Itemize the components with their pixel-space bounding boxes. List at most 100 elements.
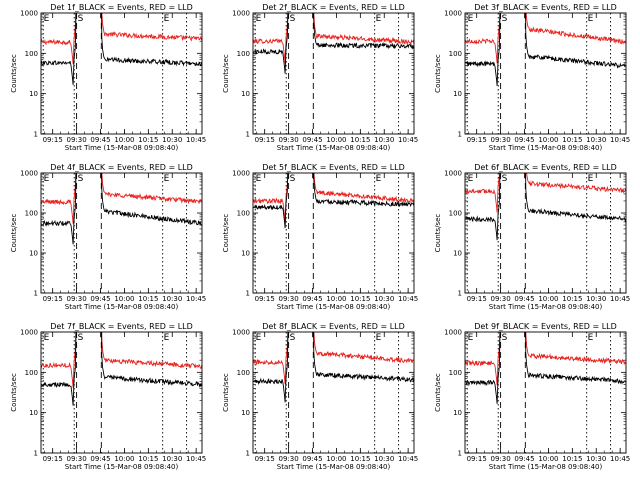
x-tick-label: 10:45 — [398, 136, 418, 144]
x-tick-label: 09:15 — [467, 136, 487, 144]
plot-frame — [252, 331, 415, 454]
y-tick-label: 100 — [449, 50, 462, 58]
x-tick-label: 10:45 — [398, 295, 418, 303]
plot-frame — [252, 172, 415, 294]
y-tick-label: 1 — [246, 450, 250, 458]
x-axis-label: Start Time (15-Mar-08 09:08:40) — [65, 144, 179, 152]
y-tick-label: 10 — [241, 409, 250, 417]
x-tick-label: 10:30 — [162, 295, 182, 303]
events-series-line — [41, 332, 202, 406]
x-tick-label: 10:00 — [114, 136, 134, 144]
marker-label: E — [468, 14, 474, 24]
y-tick-label: 1000 — [232, 329, 250, 337]
y-tick-label: 1000 — [20, 170, 38, 178]
y-axis-label: Counts/sec — [10, 373, 18, 412]
marker-label: E — [588, 14, 594, 24]
panel-title: Det 9f_BLACK = Events, RED = LLD — [474, 322, 617, 331]
detector-panel: Det 8f_BLACK = Events, RED = LLD Start Ti… — [222, 322, 418, 471]
lld-series-line — [253, 173, 414, 222]
y-axis-label: Counts/sec — [10, 54, 18, 93]
events-series-line — [465, 13, 626, 86]
y-axis-label: Counts/sec — [434, 373, 442, 412]
plot-frame — [252, 12, 415, 135]
y-tick-label: 1000 — [232, 10, 250, 18]
x-tick-label: 09:45 — [302, 295, 322, 303]
y-tick-label: 100 — [25, 50, 38, 58]
marker-label: E — [164, 14, 170, 24]
y-tick-label: 1 — [246, 290, 250, 298]
x-axis-label: Start Time (15-Mar-08 09:08:40) — [277, 303, 391, 311]
lld-series-line — [41, 13, 202, 65]
y-tick-label: 1 — [34, 290, 38, 298]
y-tick-label: 10 — [453, 90, 462, 98]
x-tick-label: 10:15 — [350, 136, 370, 144]
x-axis-label: Start Time (15-Mar-08 09:08:40) — [65, 303, 179, 311]
marker-label: E — [376, 174, 382, 184]
lld-series-line — [465, 173, 626, 213]
marker-label: E — [468, 333, 474, 343]
marker-label: S — [502, 14, 508, 24]
panel-title: Det 8f_BLACK = Events, RED = LLD — [262, 322, 405, 331]
x-tick-label: 09:30 — [279, 295, 299, 303]
events-series-line — [465, 173, 626, 241]
x-axis-label: Start Time (15-Mar-08 09:08:40) — [277, 463, 391, 471]
marker-label: E — [164, 333, 170, 343]
x-axis-label: Start Time (15-Mar-08 09:08:40) — [489, 463, 603, 471]
x-tick-label: 09:45 — [90, 295, 110, 303]
panel-title: Det 7f_BLACK = Events, RED = LLD — [50, 322, 193, 331]
marker-label: S — [502, 333, 508, 343]
x-tick-label: 10:15 — [138, 455, 158, 463]
x-tick-label: 10:45 — [610, 295, 630, 303]
plot-frame — [40, 12, 203, 135]
y-axis-label: Counts/sec — [434, 214, 442, 253]
x-tick-label: 10:45 — [610, 136, 630, 144]
x-tick-label: 09:15 — [255, 295, 275, 303]
x-tick-label: 09:30 — [279, 455, 299, 463]
y-tick-label: 100 — [449, 369, 462, 377]
x-tick-label: 10:00 — [114, 295, 134, 303]
y-tick-label: 1000 — [444, 10, 462, 18]
x-tick-label: 09:30 — [491, 455, 511, 463]
detector-panel: Det 6f_BLACK = Events, RED = LLD Start Ti… — [434, 163, 630, 311]
y-axis-label: Counts/sec — [222, 54, 230, 93]
detector-panel: Det 4f_BLACK = Events, RED = LLD Start Ti… — [10, 163, 206, 311]
y-tick-label: 100 — [237, 210, 250, 218]
events-series-line — [41, 13, 202, 85]
lld-series-line — [465, 13, 626, 64]
x-axis-label: Start Time (15-Mar-08 09:08:40) — [489, 303, 603, 311]
x-tick-label: 09:45 — [514, 136, 534, 144]
x-tick-label: 09:30 — [491, 136, 511, 144]
lld-series-line — [41, 332, 202, 388]
marker-label: S — [290, 333, 296, 343]
y-axis-label: Counts/sec — [222, 373, 230, 412]
marker-label: S — [78, 174, 84, 184]
marker-label: E — [376, 14, 382, 24]
marker-label: S — [502, 174, 508, 184]
x-tick-label: 10:45 — [610, 455, 630, 463]
x-tick-label: 09:45 — [90, 136, 110, 144]
x-tick-label: 10:15 — [562, 136, 582, 144]
panel-title: Det 5f_BLACK = Events, RED = LLD — [262, 163, 405, 172]
marker-label: E — [44, 174, 50, 184]
events-series-line — [41, 173, 202, 245]
marker-label: E — [44, 333, 50, 343]
y-tick-label: 10 — [241, 90, 250, 98]
x-tick-label: 10:30 — [586, 455, 606, 463]
x-tick-label: 09:15 — [43, 136, 63, 144]
marker-label: S — [78, 333, 84, 343]
y-axis-label: Counts/sec — [222, 214, 230, 253]
x-tick-label: 10:15 — [138, 295, 158, 303]
x-axis-label: Start Time (15-Mar-08 09:08:40) — [65, 463, 179, 471]
x-tick-label: 10:30 — [374, 136, 394, 144]
x-tick-label: 10:30 — [374, 455, 394, 463]
x-tick-label: 10:00 — [538, 455, 558, 463]
x-tick-label: 09:15 — [467, 295, 487, 303]
x-axis-label: Start Time (15-Mar-08 09:08:40) — [277, 144, 391, 152]
marker-label: E — [256, 333, 262, 343]
events-series-line — [465, 332, 626, 404]
events-series-line — [253, 13, 414, 74]
marker-label: E — [588, 174, 594, 184]
y-tick-label: 1 — [458, 290, 462, 298]
x-tick-label: 09:30 — [67, 455, 87, 463]
